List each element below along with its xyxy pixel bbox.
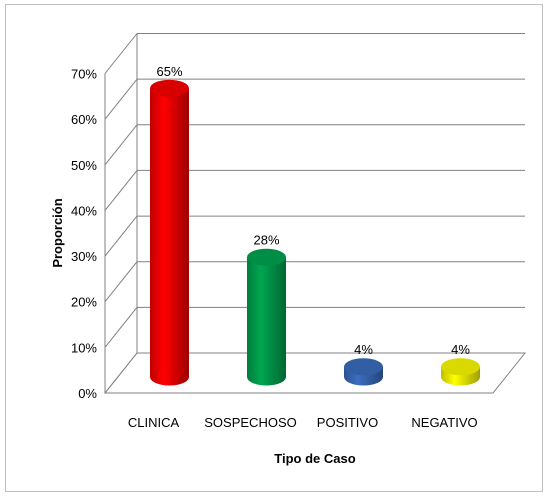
bar-body: [150, 88, 189, 386]
y-axis-title: Proporción: [50, 198, 65, 267]
chart-frame: [5, 4, 543, 492]
data-label: 65%: [156, 64, 182, 79]
bar-negativo: 4%: [441, 342, 480, 386]
gridline-side: [104, 170, 138, 211]
category-labels: CLINICA SOSPECHOSO POSITIVO NEGATIVO: [128, 415, 478, 430]
y-tick-labels: 0% 10% 20% 30% 40% 50% 60% 70%: [71, 67, 97, 402]
y-tick-label: 30%: [71, 249, 97, 264]
y-tick-label: 60%: [71, 112, 97, 127]
data-label: 4%: [451, 342, 470, 357]
bar-top: [441, 358, 480, 376]
gridline-side: [104, 124, 138, 166]
bar-positivo: 4%: [344, 342, 383, 386]
bar-top: [247, 248, 286, 266]
y-tick-label: 40%: [71, 203, 97, 218]
category-label: CLINICA: [128, 415, 180, 430]
gridline-side: [104, 261, 138, 303]
gridline-side: [104, 307, 138, 348]
bar-body: [247, 257, 286, 386]
bar-sospechoso: 28%: [247, 233, 286, 386]
y-tick-label: 0%: [78, 386, 97, 401]
gridline-side: [104, 78, 138, 120]
gridline-side: [104, 33, 138, 74]
data-label: 28%: [253, 233, 279, 248]
y-tick-label: 10%: [71, 340, 97, 355]
data-label: 4%: [354, 342, 373, 357]
y-tick-label: 70%: [71, 67, 97, 82]
bar-top: [150, 79, 189, 97]
bar-top: [344, 358, 383, 376]
x-axis-title: Tipo de Caso: [274, 451, 355, 466]
gridline-side: [104, 215, 138, 257]
category-label: POSITIVO: [317, 415, 378, 430]
category-label: SOSPECHOSO: [204, 415, 296, 430]
y-tick-label: 50%: [71, 158, 97, 173]
y-tick-label: 20%: [71, 295, 97, 310]
category-label: NEGATIVO: [411, 415, 477, 430]
floor-plane: [103, 352, 527, 394]
gridlines: [103, 33, 527, 394]
bars: 65% 28% 4% 4%: [150, 64, 480, 386]
bar-clinica: 65%: [150, 64, 189, 386]
